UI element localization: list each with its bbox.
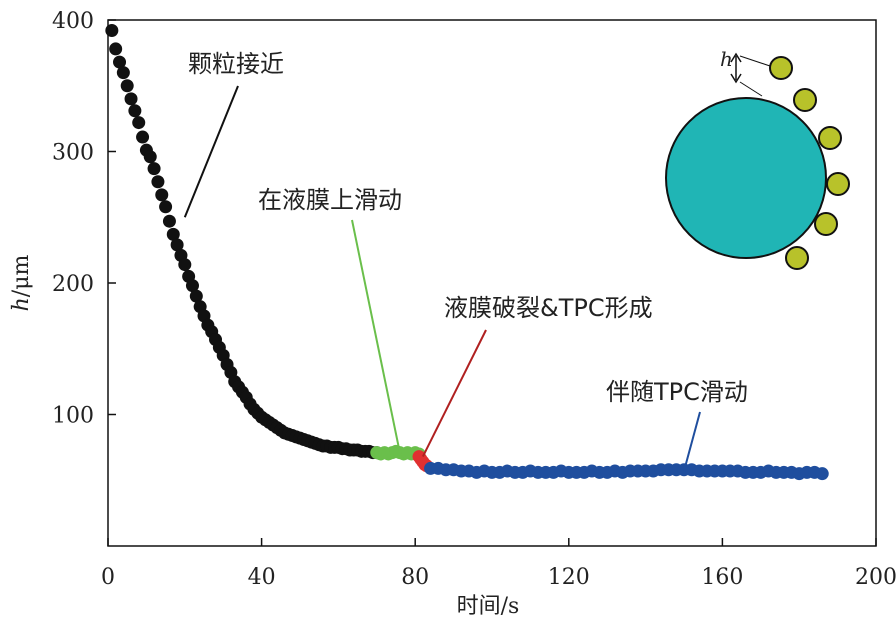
data-point [128, 104, 142, 118]
data-point [124, 92, 138, 106]
annotation-label: 伴随TPC滑动 [606, 378, 748, 406]
inset-small-particle [826, 172, 850, 196]
data-point [815, 467, 829, 481]
data-series [105, 24, 829, 481]
x-axis-title: 时间/s [457, 594, 520, 619]
annotation-leader [683, 411, 701, 472]
data-point [151, 175, 165, 189]
annotation-leader [183, 85, 239, 218]
data-point [155, 188, 169, 202]
x-tick-label: 80 [401, 565, 429, 590]
annotation-label: 在液膜上滑动 [258, 186, 402, 214]
inset-gap-label: h [720, 47, 733, 71]
inset-gap-guide [739, 81, 763, 97]
y-tick-label: 100 [52, 404, 94, 429]
data-point [159, 200, 173, 214]
inset-gap-arrowhead-up [730, 52, 742, 63]
inset-small-particle [793, 88, 817, 112]
data-point [185, 279, 199, 293]
annotation-leader [421, 329, 487, 458]
data-point [143, 150, 157, 164]
y-axis-title-unit: /μm [9, 254, 34, 297]
inset-gap-guide [739, 55, 771, 67]
inset-small-particle [769, 56, 793, 80]
x-tick-label: 0 [101, 565, 115, 590]
data-point [147, 162, 161, 176]
data-point [113, 55, 127, 69]
data-point [162, 214, 176, 228]
x-tick-label: 160 [701, 565, 743, 590]
inset-schematic: h [665, 47, 850, 270]
annotation-label: 颗粒接近 [188, 50, 284, 78]
data-point [170, 238, 184, 252]
y-axis-title: h/μm [9, 254, 34, 311]
annotation-leader [351, 219, 401, 453]
inset-gap-arrowhead-down [730, 73, 742, 84]
annotation-label: 液膜破裂&TPC形成 [444, 294, 653, 322]
x-tick-label: 40 [248, 565, 276, 590]
y-tick-label: 400 [52, 9, 94, 34]
data-point [136, 130, 150, 144]
data-point [109, 42, 123, 56]
axis-ticks: 0 40 80 120 160 200 100 200 300 400 [52, 9, 896, 590]
y-axis-title-symbol: h [9, 297, 34, 311]
data-point [105, 24, 119, 38]
data-point [189, 289, 203, 303]
y-tick-label: 200 [52, 272, 94, 297]
inset-small-particle [814, 212, 838, 236]
inset-small-particle [785, 246, 809, 270]
inset-small-particle [818, 126, 842, 150]
x-tick-label: 200 [855, 565, 896, 590]
data-point [178, 258, 192, 272]
y-tick-label: 300 [52, 141, 94, 166]
inset-large-particle [665, 97, 827, 259]
data-point [132, 116, 146, 130]
x-tick-label: 120 [548, 565, 590, 590]
data-point [166, 227, 180, 241]
data-point [120, 79, 134, 93]
data-point [116, 66, 130, 80]
